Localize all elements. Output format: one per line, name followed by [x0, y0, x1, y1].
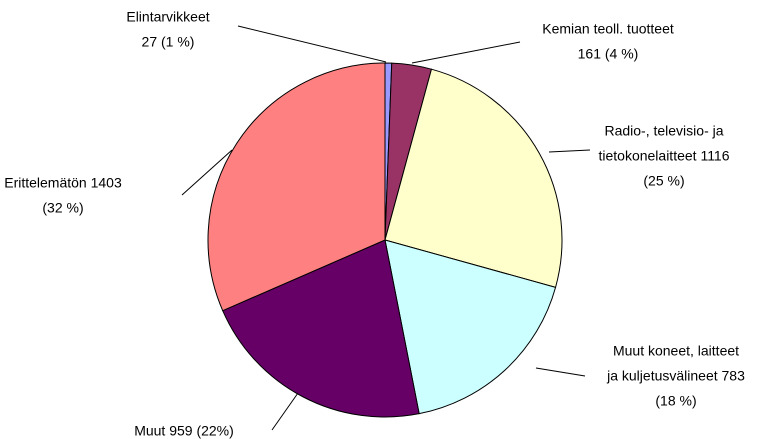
- leader-line: [411, 41, 521, 64]
- pie-slice: [384, 239, 557, 415]
- slice-label: tietokonelaitteet 1116: [598, 148, 729, 164]
- slice-label: Radio-, televisio- ja: [604, 123, 723, 139]
- leader-line: [237, 25, 387, 63]
- slice-label: (25 %): [643, 173, 684, 189]
- slice-label: Kemian teoll. tuotteet: [542, 21, 674, 37]
- slice-label: (32 %): [42, 200, 83, 216]
- slice-label: 161 (4 %): [578, 46, 639, 62]
- leader-line: [535, 367, 586, 377]
- pie-slice: [207, 62, 386, 312]
- leader-line: [271, 392, 299, 431]
- slice-label: Muut 959 (22%): [134, 423, 234, 439]
- slice-label: Erittelemätön 1403: [4, 175, 122, 191]
- leader-line: [181, 149, 233, 196]
- slice-label: 27 (1 %): [142, 34, 195, 50]
- pie-slice: [222, 239, 420, 418]
- slice-label: Muut koneet, laitteet: [613, 343, 739, 359]
- slice-label: (18 %): [655, 393, 696, 409]
- slice-label: ja kuljetusvälineet 783: [606, 368, 745, 384]
- leader-line: [548, 149, 591, 153]
- slice-label: Elintarvikkeet: [126, 9, 209, 25]
- pie-slice: [384, 68, 563, 288]
